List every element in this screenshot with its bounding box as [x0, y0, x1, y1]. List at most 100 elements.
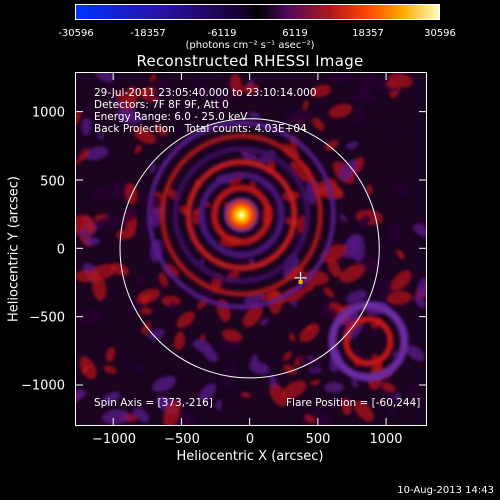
x-tick-label: 500 [305, 432, 331, 447]
texture-blob [330, 398, 341, 409]
texture-blob [114, 100, 122, 108]
texture-blob [387, 291, 413, 305]
texture-blob [260, 318, 269, 326]
texture-blob [366, 184, 373, 196]
y-tick-label: −500 [29, 310, 65, 326]
texture-blob [222, 329, 243, 342]
texture-blob [116, 108, 143, 125]
texture-blob [191, 80, 212, 98]
texture-blob [114, 91, 122, 100]
texture-blob [230, 73, 243, 95]
texture-blob [139, 307, 153, 315]
plot-frame [75, 72, 427, 426]
texture-blob [396, 249, 405, 260]
texture-blob [163, 401, 181, 426]
texture-blob [304, 414, 316, 424]
texture-blob [324, 382, 344, 393]
texture-blob [149, 73, 157, 82]
texture-blob [248, 111, 261, 119]
texture-blob [405, 344, 425, 362]
texture-blob [269, 374, 278, 388]
texture-blob [339, 214, 347, 222]
chart-title: Reconstructed RHESSI Image [136, 52, 364, 70]
texture-blob [101, 409, 130, 425]
x-axis-title: Heliocentric X (arcsec) [176, 449, 324, 464]
texture-blob [105, 346, 115, 363]
texture-blob [349, 234, 366, 262]
colorbar-tick: -30596 [58, 28, 94, 39]
axis-ticks [75, 72, 427, 426]
texture-blob [282, 380, 307, 400]
interference-ring [198, 171, 285, 259]
texture-blob [79, 356, 97, 380]
interference-ring [343, 316, 394, 367]
texture-blob [289, 160, 313, 182]
info-method-counts: Back Projection Total counts: 4.03E+04 [94, 123, 307, 135]
texture-blob [82, 214, 95, 234]
texture-blob [161, 295, 181, 307]
x-tick-label: −1000 [92, 432, 136, 447]
texture-blob [157, 281, 165, 289]
texture-blob [346, 289, 368, 304]
texture-blob [81, 117, 92, 136]
heatmap-plot [75, 72, 427, 426]
colorbar-tick: -18357 [130, 28, 166, 39]
footer-timestamp: 10-Aug-2013 14:43 [397, 485, 494, 496]
texture-blob [257, 104, 266, 111]
texture-blob [310, 359, 322, 372]
texture-blob [353, 400, 374, 422]
texture-blob [75, 214, 87, 237]
texture-blob [103, 391, 121, 404]
texture-blob [353, 106, 366, 124]
texture-blob [299, 323, 320, 343]
texture-blob [387, 221, 402, 247]
bright-source [223, 196, 260, 233]
texture-blob [370, 327, 382, 340]
texture-blob [289, 332, 296, 342]
texture-blob [75, 388, 87, 402]
texture-blob [282, 351, 292, 361]
texture-blob [328, 103, 353, 119]
texture-blob [302, 282, 316, 293]
texture-blob [345, 141, 359, 150]
texture-blob [386, 407, 398, 416]
y-tick-label: 500 [40, 174, 65, 190]
texture-blob [133, 127, 156, 144]
interference-ring [172, 146, 311, 284]
x-tick-label: 1000 [369, 432, 403, 447]
texture-blob [82, 102, 94, 115]
texture-blob [220, 361, 237, 389]
texture-blob [313, 409, 335, 426]
texture-blob [310, 84, 332, 98]
texture-blob [202, 347, 219, 363]
texture-blob [301, 270, 329, 286]
texture-blob [104, 83, 116, 92]
texture-blob [169, 301, 176, 313]
colorbar-tick: -6119 [207, 28, 237, 39]
colorbar-units: (photons cm⁻² s⁻¹ asec⁻²) [185, 40, 315, 51]
texture-blob [351, 377, 358, 388]
texture-blob [319, 307, 341, 321]
texture-blob [339, 264, 365, 283]
texture-blob [327, 258, 342, 278]
info-detectors: Detectors: 7F 8F 9F, Att 0 [94, 99, 229, 111]
texture-blob [391, 350, 398, 358]
texture-blob [323, 287, 335, 298]
texture-blob [414, 294, 427, 309]
texture-blob [147, 328, 165, 340]
texture-blob [139, 86, 156, 97]
texture-blob [76, 308, 104, 325]
colorbar-tick: 30596 [424, 28, 456, 39]
info-time-range: 29-Jul-2011 23:05:40.000 to 23:10:14.000 [94, 87, 317, 99]
interference-ring [328, 301, 409, 382]
texture-blob [391, 270, 412, 291]
texture-blob [149, 163, 157, 174]
texture-blob [359, 72, 378, 92]
y-tick-label: 1000 [31, 105, 65, 121]
texture-blob [84, 236, 100, 246]
texture-blob [358, 254, 383, 275]
colorbar-tick: 6119 [282, 28, 308, 39]
texture-blob [132, 363, 147, 374]
texture-blob [152, 375, 177, 393]
texture-blob [110, 180, 124, 200]
